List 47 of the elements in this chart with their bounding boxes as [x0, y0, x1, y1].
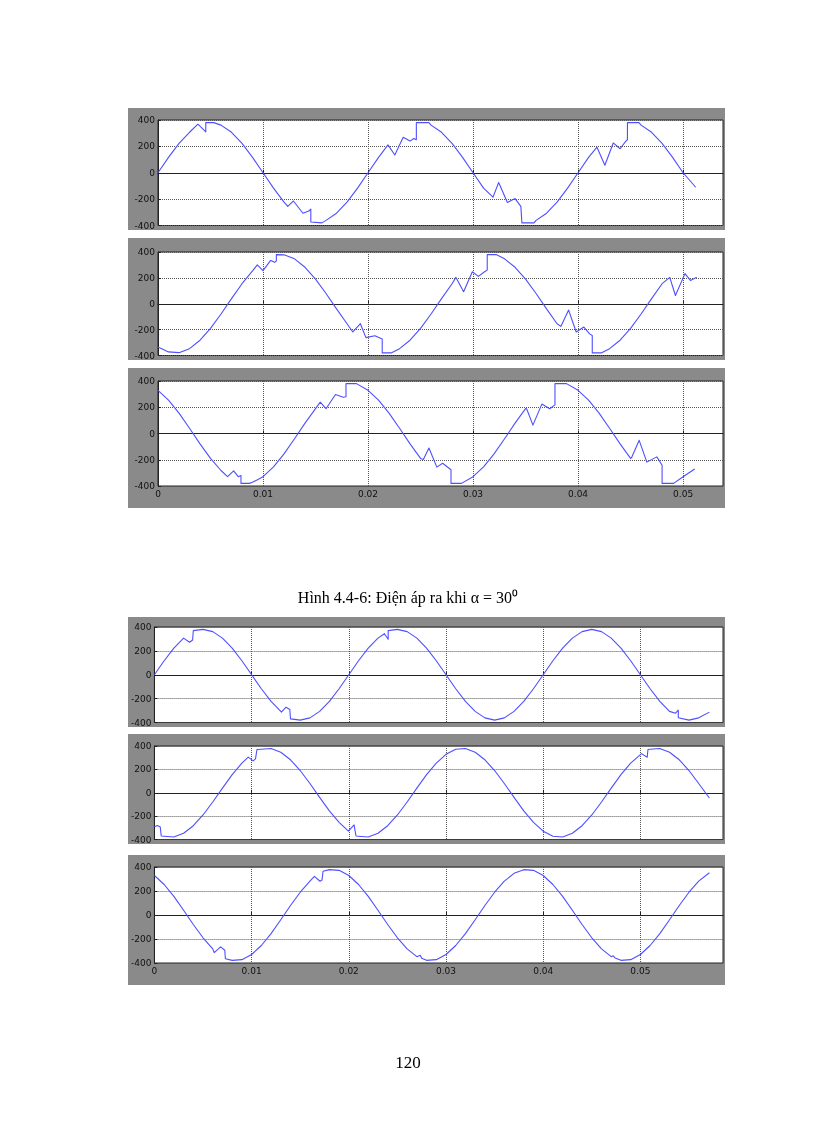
y-tick-label: 400: [137, 376, 156, 386]
y-tick-label: 200: [134, 886, 152, 896]
x-tick-label: 0.02: [338, 965, 359, 976]
y-tick-label: 0: [149, 428, 156, 439]
x-tick-label: 0.03: [435, 965, 457, 976]
x-tick-label: 0.05: [673, 488, 694, 499]
y-tick-label: 400: [137, 247, 156, 257]
y-tick-label: -400: [134, 220, 156, 231]
y-tick-label: -400: [134, 481, 156, 491]
x-tick-label: 0.01: [253, 488, 274, 499]
x-tick-label: 0.02: [358, 488, 379, 499]
y-tick-label: 0: [145, 669, 152, 680]
y-tick-label: 200: [137, 141, 156, 152]
y-tick-label: 0: [149, 298, 156, 309]
y-tick-label: -400: [134, 350, 156, 361]
y-tick-label: 400: [137, 115, 156, 125]
line-series: [157, 254, 698, 354]
line-series: [153, 869, 710, 961]
y-tick-label: -200: [130, 811, 152, 822]
y-tick-label: -400: [130, 958, 152, 968]
y-tick-label: -200: [130, 934, 152, 944]
x-tick-label: 0.03: [463, 488, 484, 499]
x-tick-label: 0.05: [630, 965, 651, 976]
y-tick-label: -200: [130, 693, 152, 704]
y-tick-label: 200: [134, 764, 152, 775]
x-tick-label: 0.04: [568, 488, 589, 499]
line-series: [157, 122, 697, 224]
y-tick-label: -200: [134, 454, 156, 465]
y-tick-label: 0: [149, 167, 156, 178]
x-tick-label: 0.01: [241, 965, 262, 976]
y-tick-label: 400: [134, 622, 152, 632]
y-tick-label: 0: [145, 910, 152, 920]
line-series: [153, 748, 710, 838]
y-tick-label: -400: [130, 834, 152, 845]
y-tick-label: 0: [145, 787, 152, 798]
text: 120: [394, 1053, 422, 1073]
line-series: [157, 383, 696, 484]
y-tick-label: 400: [134, 741, 152, 751]
y-tick-label: -200: [134, 324, 156, 335]
text: Hình 4.4-6: Điện áp ra khi α = 30⁰: [296, 588, 520, 608]
y-tick-label: 400: [134, 862, 152, 872]
x-tick-label: 0.04: [533, 965, 554, 976]
y-tick-label: 200: [134, 645, 152, 656]
y-tick-label: -200: [134, 194, 156, 205]
y-tick-label: 200: [137, 272, 156, 283]
y-tick-label: -400: [130, 717, 152, 728]
y-tick-label: 200: [137, 402, 156, 413]
